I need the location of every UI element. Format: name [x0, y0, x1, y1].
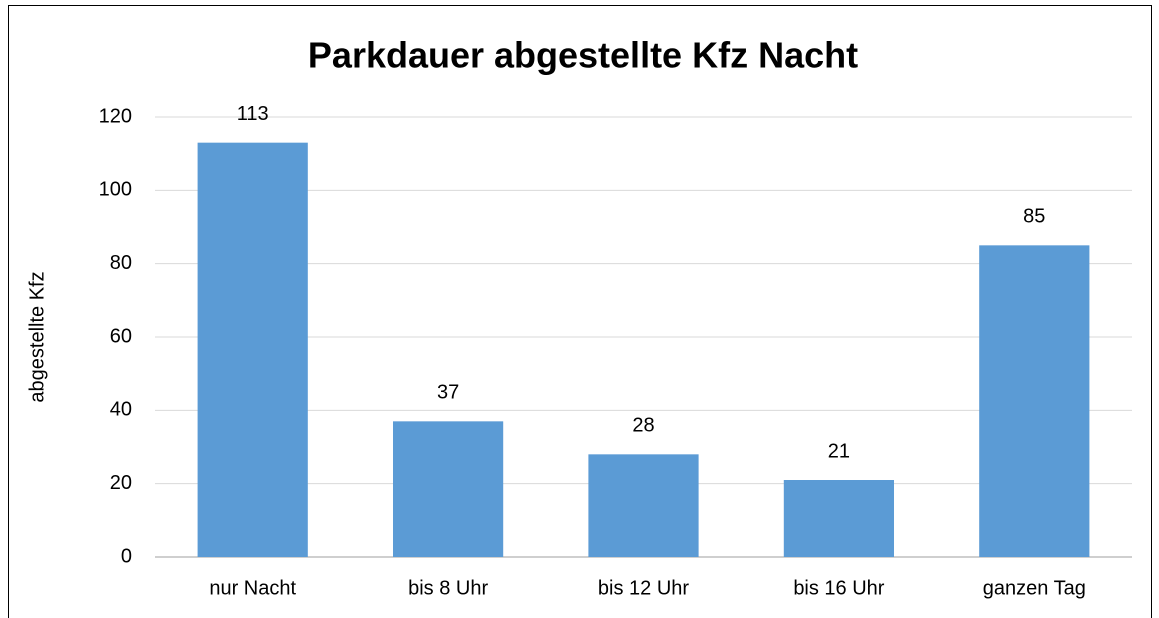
y-axis-label: abgestellte Kfz: [26, 271, 48, 402]
bar: [392, 421, 504, 557]
bar: [783, 480, 895, 557]
data-label: 28: [632, 415, 654, 437]
data-label: 37: [437, 382, 459, 404]
x-tick-label: bis 16 Uhr: [793, 577, 884, 599]
x-tick-label: bis 12 Uhr: [598, 577, 689, 599]
data-label: 85: [1023, 206, 1045, 228]
y-tick-label: 60: [110, 325, 132, 347]
y-tick-label: 100: [99, 179, 132, 201]
x-tick-label: bis 8 Uhr: [408, 577, 488, 599]
bar: [979, 245, 1090, 558]
chart-title: Parkdauer abgestellte Kfz Nacht: [308, 35, 858, 76]
y-tick-label: 0: [121, 545, 132, 567]
y-tick-label: 20: [110, 472, 132, 494]
bar: [197, 142, 308, 557]
y-tick-label: 120: [99, 105, 132, 127]
y-tick-label: 40: [110, 399, 132, 421]
bar: [588, 454, 699, 557]
data-label: 113: [237, 103, 269, 125]
data-label: 21: [828, 440, 850, 462]
x-tick-label: ganzen Tag: [983, 577, 1086, 599]
y-tick-label: 80: [110, 252, 132, 274]
x-tick-label: nur Nacht: [209, 577, 296, 599]
